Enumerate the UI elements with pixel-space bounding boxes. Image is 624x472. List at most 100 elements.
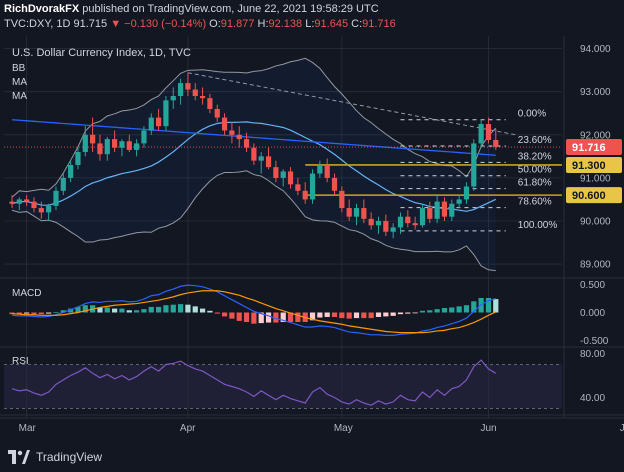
candle-body — [346, 208, 352, 217]
candle-body — [258, 156, 264, 161]
candle-body — [375, 220, 382, 226]
candle-body — [68, 164, 74, 178]
macd-histogram-bar — [339, 312, 345, 319]
macd-histogram-bar — [265, 312, 272, 323]
candle-body — [265, 156, 272, 168]
price-tick-label: 90.000 — [580, 216, 611, 227]
macd-signal-line — [11, 290, 497, 334]
macd-histogram-bar — [346, 312, 352, 319]
candle-body — [229, 130, 235, 135]
time-tick-label: May — [334, 423, 353, 434]
candle-body — [273, 167, 279, 178]
macd-histogram-bar — [112, 308, 118, 313]
tradingview-logo[interactable]: TradingView — [8, 450, 102, 464]
macd-histogram-bar — [156, 306, 162, 313]
time-axis: Mar Apr May Jun Jul — [19, 423, 624, 434]
symbol-info: TVC:DXY, 1D 91.715 ▼ −0.130 (−0.14%) O:9… — [4, 18, 396, 30]
candle-body — [134, 143, 140, 150]
candle-body — [53, 190, 59, 206]
candle-body — [317, 164, 323, 174]
macd-histogram-bar — [243, 312, 250, 322]
candle-body — [126, 141, 132, 150]
macd-histogram-bar — [383, 312, 389, 317]
price-change: ▼ −0.130 (−0.14%) — [110, 18, 207, 30]
candle-body — [485, 124, 492, 140]
grid-lines — [4, 36, 562, 418]
macd-histogram-bar — [126, 310, 132, 313]
candle-body — [397, 216, 404, 228]
candle-body — [24, 199, 30, 202]
macd-histogram-bar — [68, 308, 74, 313]
macd-histogram-bar — [427, 310, 433, 313]
macd-histogram-bar — [148, 306, 154, 313]
candle-body — [221, 117, 228, 131]
macd-histogram-bar — [361, 312, 367, 319]
macd-histogram-bar — [273, 312, 279, 323]
candle-body — [463, 186, 470, 200]
macd-tick-label: -0.500 — [580, 336, 609, 347]
fib-label: 100.00% — [518, 220, 558, 231]
macd-histogram-bar — [441, 308, 448, 313]
candle-body — [390, 227, 396, 232]
price-tick-label: 91.000 — [580, 173, 611, 184]
rsi-tick-label: 80.00 — [580, 349, 605, 360]
macd-histogram-bar — [185, 304, 191, 313]
candle-body — [104, 139, 110, 155]
macd-histogram-bar — [287, 312, 294, 322]
candle-body — [82, 134, 88, 153]
pane-labels: U.S. Dollar Currency Index, 1D, TVC BB MA M… — [12, 47, 191, 367]
macd-tick-label: 0.500 — [580, 280, 605, 291]
macd-histogram-bar — [295, 312, 301, 322]
time-tick-label: Jul — [620, 423, 624, 434]
candle-body — [309, 173, 316, 200]
macd-histogram-bar — [97, 307, 103, 313]
tradingview-logo-icon — [8, 450, 30, 464]
macd-histogram-bar — [368, 312, 374, 319]
candle-body — [163, 100, 169, 127]
candle-body — [302, 190, 308, 200]
candle-body — [251, 147, 257, 161]
candle-body — [60, 177, 66, 191]
macd-histogram-bar — [31, 312, 37, 315]
price-tag-label: 91.716 — [572, 142, 606, 154]
macd-histogram-bar — [163, 305, 169, 313]
macd-histogram-bar — [16, 312, 22, 315]
ohlc-low-label: L: — [305, 18, 315, 30]
price-tag — [566, 156, 622, 173]
tradingview-brand: TradingView — [36, 450, 103, 464]
candle-body — [214, 108, 220, 118]
macd-histogram-bar — [229, 312, 235, 319]
price-axes: 94.000 93.000 92.000 91.000 90.000 89.000 91.7… — [566, 44, 622, 404]
fib-label: 0.00% — [518, 109, 546, 120]
macd-histogram-bar — [119, 308, 125, 313]
symbol-label: TVC:DXY, 1D — [4, 18, 71, 30]
time-tick-label: Jun — [480, 423, 496, 434]
macd-histogram-bar — [471, 301, 477, 313]
macd-histogram-bar — [309, 312, 316, 321]
ohlc-high-label: H: — [257, 18, 269, 30]
macd-pane — [9, 284, 499, 336]
author-name[interactable]: RichDvorakFX — [4, 3, 80, 15]
candle-body — [177, 83, 184, 97]
macd-histogram-bar — [493, 299, 499, 313]
macd-histogram-bar — [46, 312, 52, 314]
macd-histogram-bar — [419, 310, 426, 313]
macd-histogram-bar — [9, 312, 15, 315]
macd-histogram-bar — [134, 310, 140, 313]
candle-body — [493, 139, 499, 147]
macd-histogram-bar — [317, 312, 323, 318]
price-tag-label: 91.300 — [572, 160, 606, 172]
candle-body — [339, 190, 345, 209]
candle-body — [38, 208, 44, 213]
macd-histogram-bar — [214, 312, 220, 314]
macd-histogram-bar — [236, 312, 242, 321]
candle-body — [207, 98, 213, 109]
candlestick-series — [9, 72, 499, 239]
price-tick-label: 92.000 — [580, 130, 611, 141]
bb-lower-line — [11, 170, 496, 272]
macd-tick-label: 0.000 — [580, 308, 605, 319]
candle-body — [243, 139, 250, 148]
candle-body — [112, 139, 118, 148]
fib-label: 50.00% — [518, 165, 552, 176]
